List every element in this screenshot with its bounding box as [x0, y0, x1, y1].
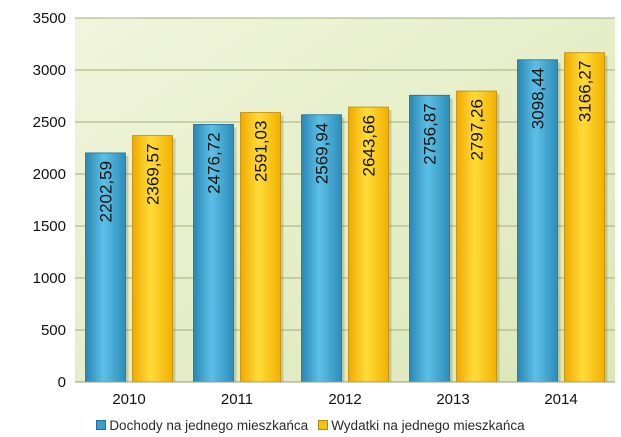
legend-label-expenses: Wydatki na jednego mieszkańca [331, 417, 525, 433]
legend-swatch-expenses [318, 420, 329, 430]
data-label: 2569,94 [313, 123, 332, 184]
legend-swatch-income [96, 420, 107, 430]
data-label: 2202,59 [97, 161, 116, 222]
bar-income [517, 59, 558, 383]
legend-item-income: Dochody na jednego mieszkańca [96, 418, 308, 433]
y-tick-label: 2000 [33, 166, 66, 183]
data-label: 2797,26 [468, 99, 487, 160]
bar-expenses [348, 106, 389, 383]
y-tick-label: 1000 [33, 270, 66, 287]
bar-income [85, 152, 126, 383]
y-axis-ticks: 0 500 1000 1500 2000 2500 3000 3500 [33, 10, 66, 391]
legend-item-expenses: Wydatki na jednego mieszkańca [318, 417, 525, 433]
y-tick-label: 500 [41, 322, 66, 339]
y-tick-label: 3500 [33, 10, 66, 27]
y-tick-label: 3000 [33, 62, 66, 79]
legend-label-income: Dochody na jednego mieszkańca [109, 417, 309, 433]
data-label: 2369,57 [144, 144, 163, 205]
data-label: 2476,72 [205, 132, 224, 193]
x-tick-label: 2014 [544, 391, 577, 408]
data-label: 3166,27 [576, 61, 595, 122]
legend: Dochody na jednego mieszkańca Wydatki na… [0, 415, 621, 435]
y-tick-label: 0 [58, 374, 66, 391]
y-tick-label: 1500 [33, 218, 66, 235]
data-label: 2591,03 [252, 121, 271, 182]
bar-expenses [240, 112, 281, 383]
bar-income [193, 124, 234, 383]
data-label: 3098,44 [529, 68, 548, 129]
x-tick-label: 2011 [221, 391, 253, 408]
y-tick-label: 2500 [33, 114, 66, 131]
bars [85, 52, 608, 383]
bar-expenses [456, 90, 497, 383]
bar-income [301, 114, 342, 383]
data-labels: 2202,59 2369,57 2476,72 2591,03 2569,94 2643,… [97, 61, 595, 223]
bar-income [409, 94, 450, 383]
bar-expenses [564, 52, 605, 383]
x-tick-label: 2010 [112, 391, 145, 408]
data-label: 2643,66 [360, 115, 379, 176]
x-tick-label: 2012 [328, 391, 361, 408]
x-axis-ticks: 2010 2011 2012 2013 2014 [112, 391, 577, 408]
x-tick-label: 2013 [436, 391, 469, 408]
data-label: 2756,87 [421, 103, 440, 164]
